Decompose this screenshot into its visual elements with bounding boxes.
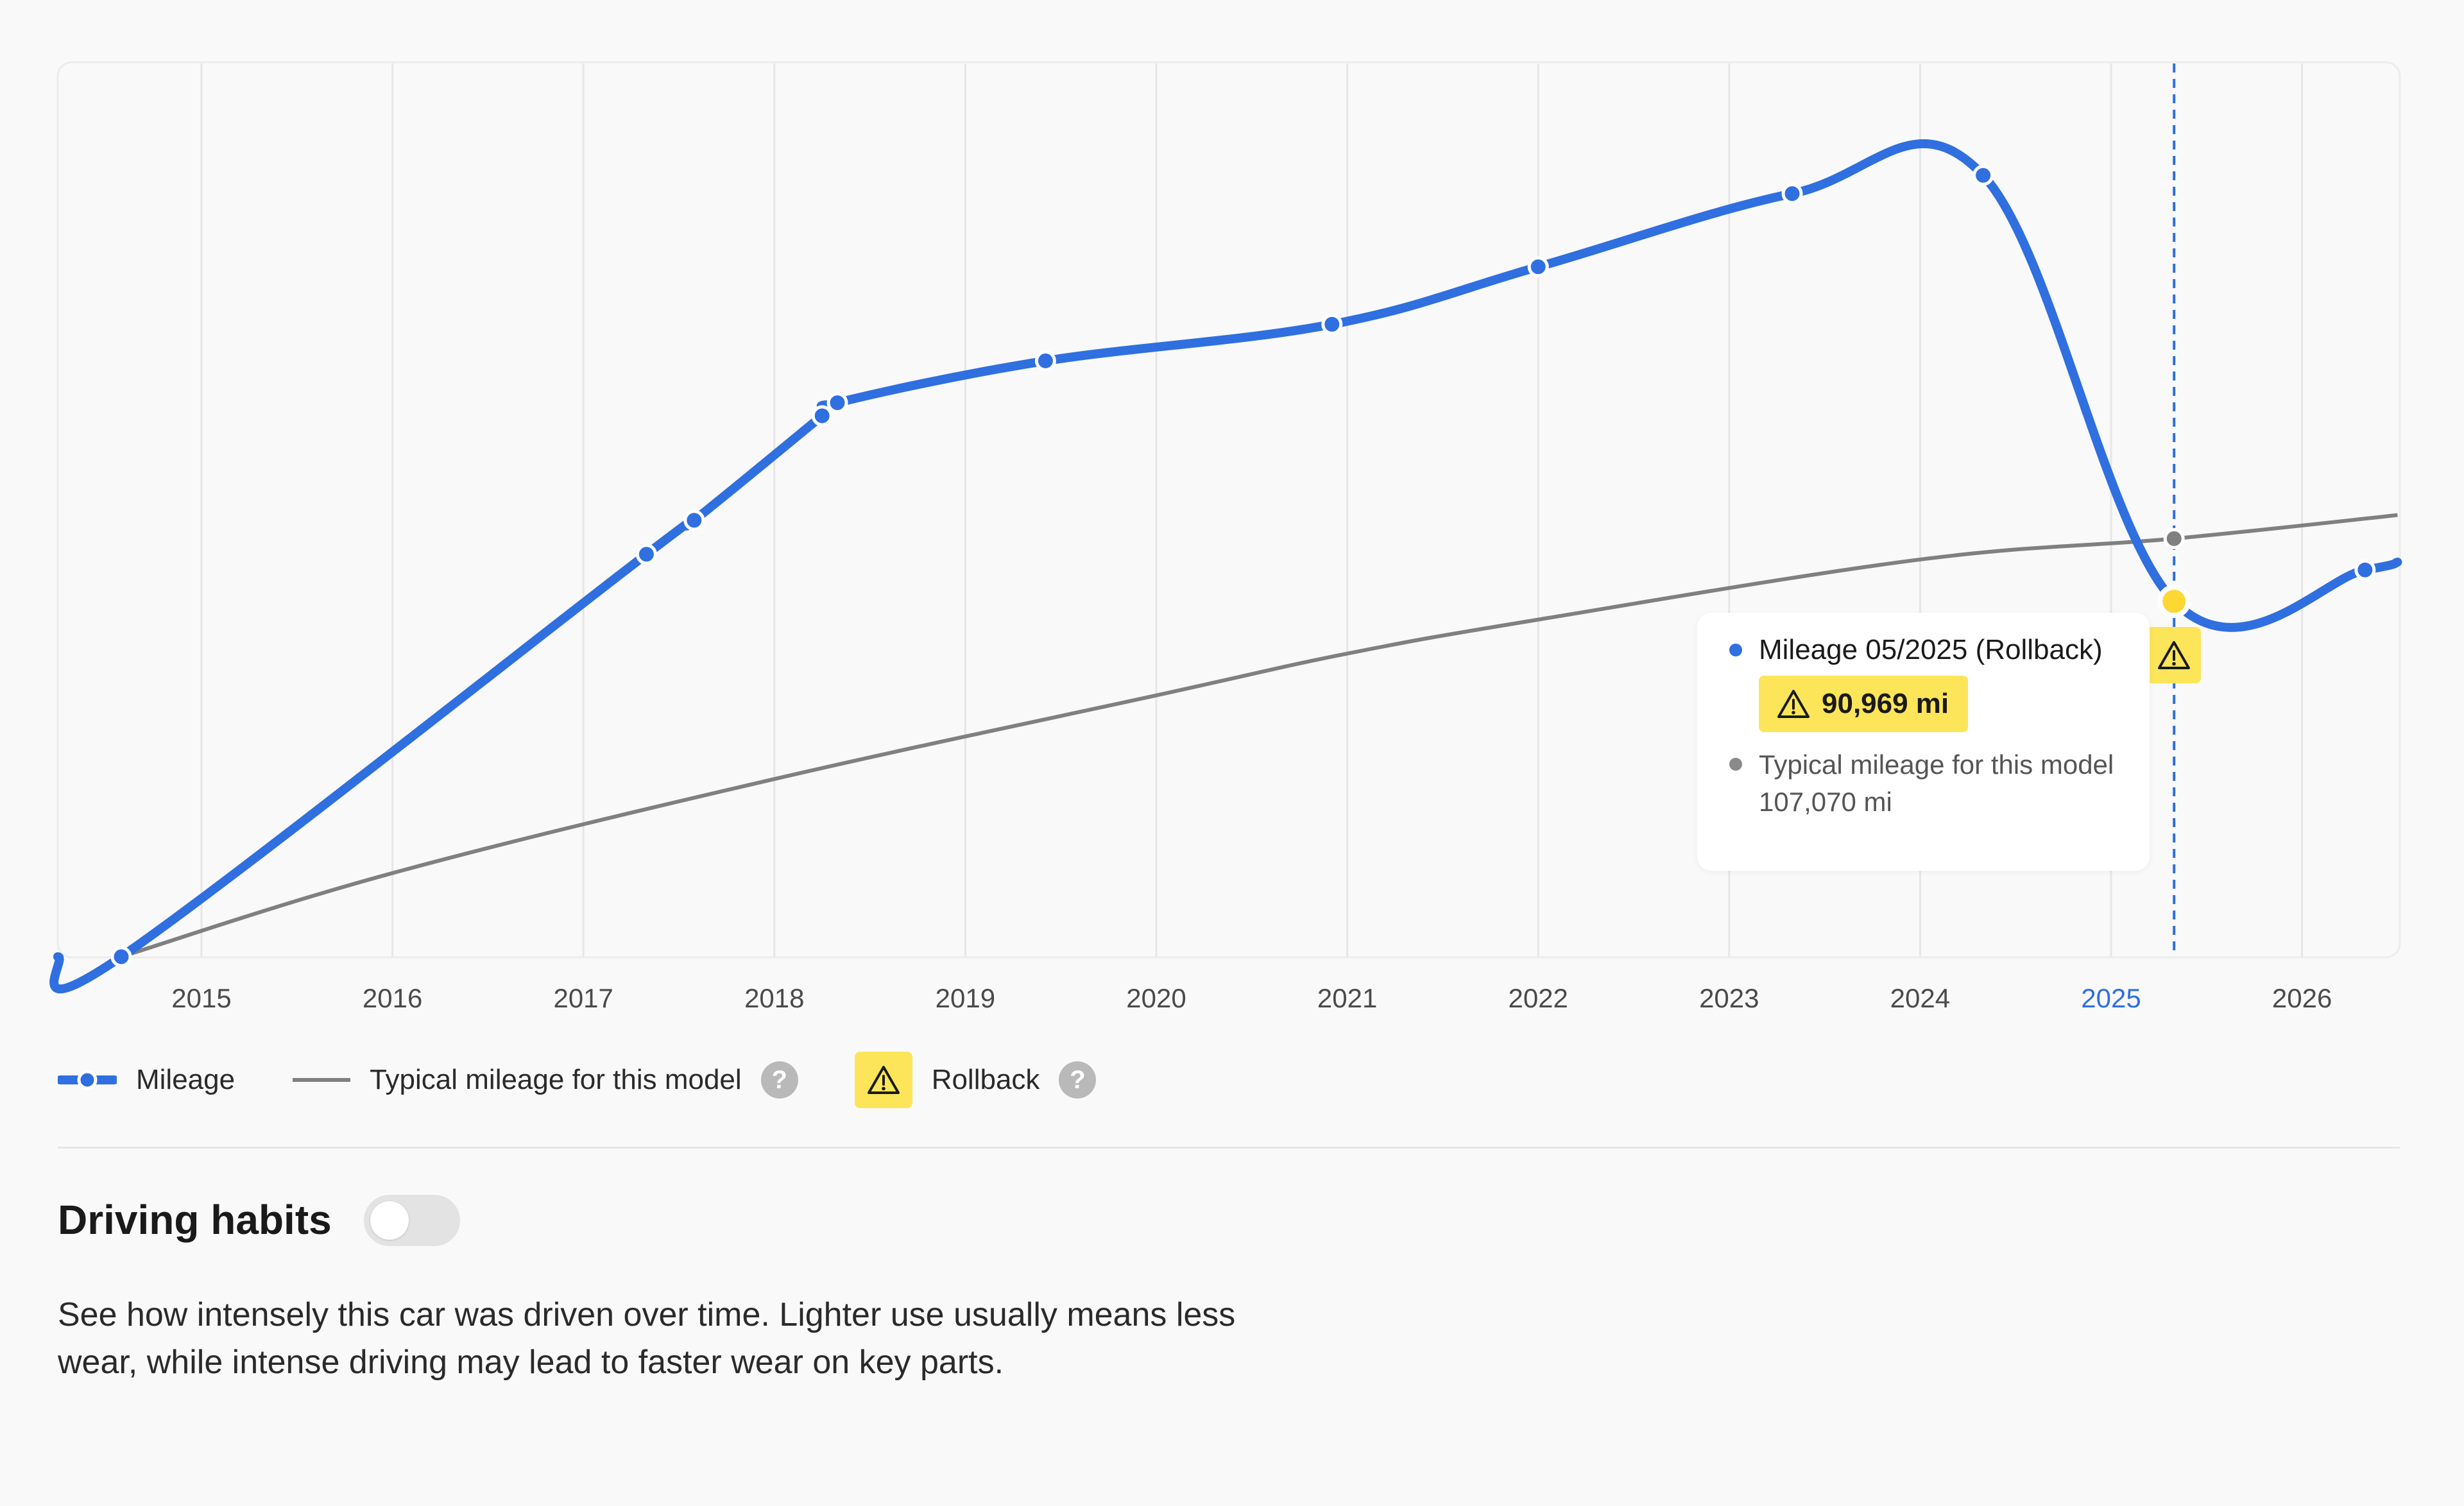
legend-typical-label: Typical mileage for this model — [370, 1064, 742, 1095]
x-tick-2024: 2024 — [1890, 983, 1950, 1013]
x-tick-2016: 2016 — [363, 983, 422, 1013]
mileage-point[interactable] — [110, 946, 132, 968]
x-tick-2017: 2017 — [553, 983, 613, 1013]
mileage-point[interactable] — [1527, 256, 1549, 278]
tooltip-typical-label: Typical mileage for this model — [1759, 749, 2114, 780]
mileage-point[interactable] — [2354, 559, 2376, 581]
mileage-point[interactable] — [683, 509, 705, 531]
tooltip-typical-value: 107,070 mi — [1759, 787, 1892, 817]
typical-dot-icon — [1729, 758, 1742, 771]
mileage-line — [49, 139, 2402, 994]
rollback-warning-marker[interactable] — [2147, 627, 2201, 683]
mileage-dot-icon — [1729, 644, 1742, 656]
help-circle-icon[interactable]: ? — [760, 1061, 798, 1099]
tooltip-rollback-badge: 90,969 mi — [1759, 676, 1969, 732]
tooltip-mileage-title: Mileage 05/2025 (Rollback) — [1759, 634, 2103, 665]
section-description: See how intensely this car was driven ov… — [58, 1296, 1236, 1381]
x-tick-2022: 2022 — [1508, 983, 1568, 1013]
tooltip-mileage-row: Mileage 05/2025 (Rollback) 90,969 mi — [1729, 632, 2150, 732]
legend-item-rollback[interactable]: Rollback ? — [854, 1052, 1097, 1108]
mileage-point[interactable] — [826, 392, 848, 414]
help-circle-icon[interactable]: ? — [1059, 1061, 1097, 1099]
mileage-point[interactable] — [1321, 313, 1343, 335]
x-tick-2026: 2026 — [2272, 983, 2332, 1013]
warning-triangle-icon — [2158, 641, 2190, 669]
mileage-point[interactable] — [811, 405, 833, 427]
mileage-point[interactable] — [635, 543, 657, 565]
x-tick-2018: 2018 — [744, 983, 804, 1013]
x-tick-2015: 2015 — [171, 983, 231, 1013]
x-tick-labels: 2015 2016 2017 2018 2019 2020 2021 2022 2023 2024… — [171, 983, 2332, 1013]
chart-legend: Mileage Typical mileage for this model ?… — [58, 1051, 1097, 1109]
x-tick-2019: 2019 — [936, 983, 995, 1013]
rollback-legend-marker — [854, 1052, 912, 1108]
x-tick-2023: 2023 — [1699, 983, 1759, 1013]
legend-mileage-label: Mileage — [136, 1064, 235, 1095]
tooltip-mileage-value: 90,969 mi — [1822, 688, 1949, 719]
legend-item-typical[interactable]: Typical mileage for this model ? — [293, 1061, 798, 1099]
warning-triangle-icon — [1777, 690, 1810, 718]
typical-mileage-line — [121, 513, 2398, 959]
x-tick-2021: 2021 — [1317, 983, 1377, 1013]
mileage-point[interactable] — [1972, 164, 1994, 186]
warning-triangle-icon — [867, 1066, 900, 1094]
x-tick-2020: 2020 — [1126, 983, 1186, 1013]
section-title: Driving habits — [58, 1197, 332, 1243]
mileage-points — [110, 164, 2376, 968]
legend-rollback-label: Rollback — [931, 1064, 1040, 1095]
mileage-chart: 2015 2016 2017 2018 2019 2020 2021 2022 2023 2024… — [49, 61, 2402, 1013]
toggle-knob — [370, 1201, 409, 1240]
tooltip-typical-row: Typical mileage for this model 107,070 m… — [1729, 746, 2150, 821]
mileage-point[interactable] — [1034, 350, 1056, 372]
x-tick-2025: 2025 — [2081, 983, 2141, 1013]
driving-habits-toggle[interactable] — [364, 1195, 460, 1246]
rollback-point[interactable] — [2157, 585, 2191, 619]
legend-item-mileage[interactable]: Mileage — [58, 1064, 235, 1096]
mileage-point[interactable] — [1781, 183, 1803, 205]
section-divider — [58, 1147, 2400, 1149]
chart-tooltip: Mileage 05/2025 (Rollback) 90,969 mi Typ… — [1697, 613, 2150, 871]
typical-cursor-point — [2163, 527, 2185, 549]
mileage-legend-icon — [58, 1070, 117, 1090]
typical-line-legend-icon — [293, 1078, 351, 1082]
